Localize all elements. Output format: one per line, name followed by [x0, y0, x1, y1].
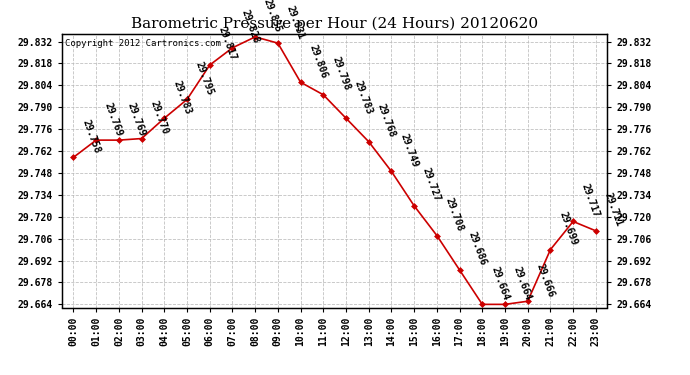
Text: 29.711: 29.711: [603, 192, 624, 228]
Text: 29.666: 29.666: [535, 262, 556, 299]
Title: Barometric Pressure per Hour (24 Hours) 20120620: Barometric Pressure per Hour (24 Hours) …: [131, 17, 538, 31]
Text: 29.769: 29.769: [126, 101, 147, 137]
Text: 29.795: 29.795: [194, 60, 215, 97]
Text: 29.686: 29.686: [466, 231, 488, 267]
Text: 29.806: 29.806: [308, 43, 329, 80]
Text: Copyright 2012 Cartronics.com: Copyright 2012 Cartronics.com: [65, 39, 221, 48]
Text: 29.727: 29.727: [421, 166, 442, 203]
Text: 29.783: 29.783: [171, 79, 193, 116]
Text: 29.717: 29.717: [580, 182, 602, 219]
Text: 29.768: 29.768: [375, 102, 397, 139]
Text: 29.817: 29.817: [217, 26, 238, 62]
Text: 29.664: 29.664: [489, 265, 511, 302]
Text: 29.783: 29.783: [353, 79, 375, 116]
Text: 29.708: 29.708: [444, 196, 465, 233]
Text: 29.769: 29.769: [103, 101, 125, 137]
Text: 29.798: 29.798: [331, 56, 352, 92]
Text: 29.664: 29.664: [512, 265, 533, 302]
Text: 29.758: 29.758: [81, 118, 102, 154]
Text: 29.749: 29.749: [398, 132, 420, 169]
Text: 29.828: 29.828: [239, 9, 261, 45]
Text: 29.770: 29.770: [148, 99, 170, 136]
Text: 29.831: 29.831: [285, 4, 306, 40]
Text: 29.835: 29.835: [262, 0, 284, 34]
Text: 29.699: 29.699: [558, 210, 579, 247]
